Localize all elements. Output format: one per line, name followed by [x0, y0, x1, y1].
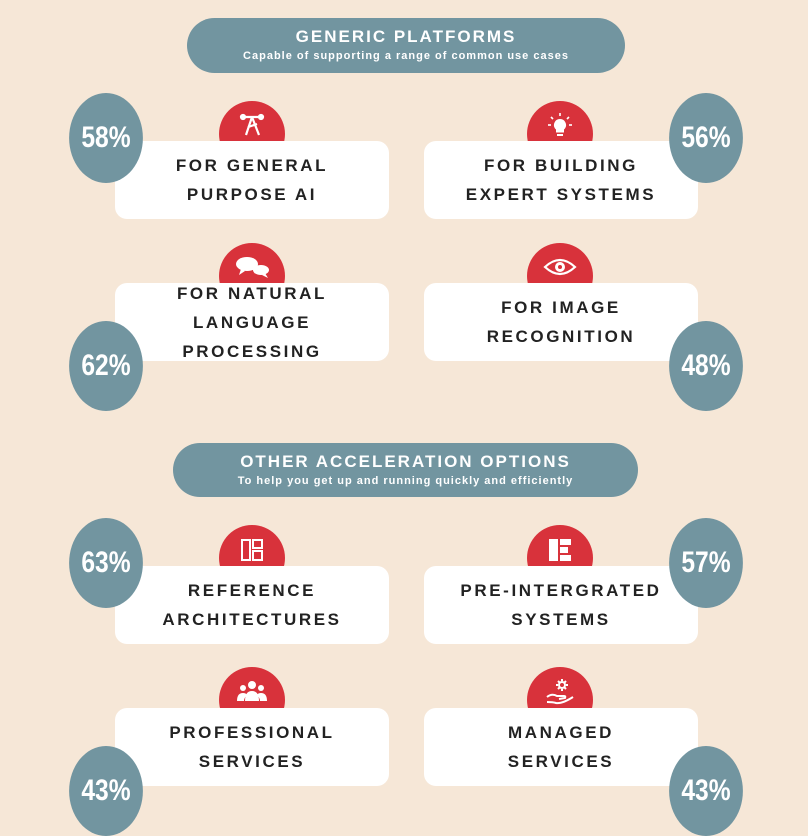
stat-card: REFERENCE ARCHITECTURES	[115, 566, 389, 644]
section-title: OTHER ACCELERATION OPTIONS	[240, 452, 571, 471]
section-subtitle: Capable of supporting a range of common …	[243, 50, 569, 62]
percent-badge: 63%	[69, 518, 143, 608]
section-header-other-acceleration: OTHER ACCELERATION OPTIONS To help you g…	[173, 443, 638, 497]
card-label: FOR NATURAL LANGUAGE PROCESSING	[176, 283, 328, 361]
section-header-generic-platforms: GENERIC PLATFORMS Capable of supporting …	[187, 18, 625, 73]
stat-card: FOR NATURAL LANGUAGE PROCESSING	[115, 283, 389, 361]
section-subtitle: To help you get up and running quickly a…	[237, 475, 574, 487]
stat-card: MANAGED SERVICES	[424, 708, 698, 786]
card-label: PROFESSIONAL SERVICES	[169, 723, 335, 771]
stat-card: PRE-INTERGRATED SYSTEMS	[424, 566, 698, 644]
stat-card: PROFESSIONAL SERVICES	[115, 708, 389, 786]
section-title: GENERIC PLATFORMS	[295, 27, 517, 46]
card-label: FOR GENERAL PURPOSE AI	[175, 156, 329, 204]
percent-badge: 57%	[669, 518, 743, 608]
percent-badge: 48%	[669, 321, 743, 411]
percent-badge: 58%	[69, 93, 143, 183]
percent-badge: 43%	[69, 746, 143, 836]
card-label: FOR BUILDING EXPERT SYSTEMS	[465, 156, 657, 204]
percent-badge: 62%	[69, 321, 143, 411]
card-label: REFERENCE ARCHITECTURES	[162, 581, 342, 629]
card-label: FOR IMAGE RECOGNITION	[486, 298, 636, 346]
percent-badge: 43%	[669, 746, 743, 836]
card-label: MANAGED SERVICES	[507, 723, 615, 771]
stat-card: FOR GENERAL PURPOSE AI	[115, 141, 389, 219]
stat-card: FOR BUILDING EXPERT SYSTEMS	[424, 141, 698, 219]
card-label: PRE-INTERGRATED SYSTEMS	[460, 581, 662, 629]
stat-card: FOR IMAGE RECOGNITION	[424, 283, 698, 361]
percent-badge: 56%	[669, 93, 743, 183]
